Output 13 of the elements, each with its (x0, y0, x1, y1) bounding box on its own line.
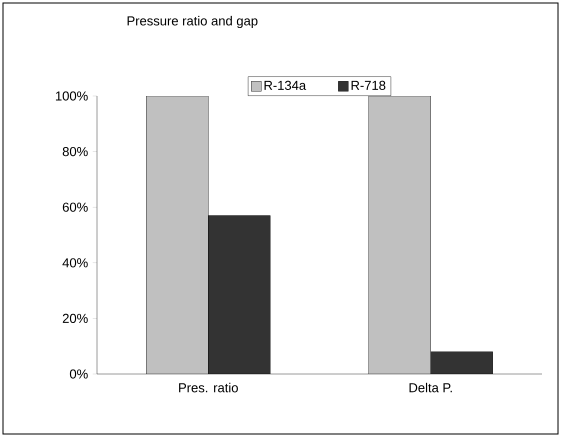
bar (430, 352, 493, 374)
bar (208, 216, 270, 374)
legend-label: R-134a (264, 80, 306, 90)
y-tick-label: 60% (62, 202, 88, 212)
x-tick-label: Pres. ratio (179, 382, 238, 392)
legend-label: R-718 (352, 80, 386, 90)
y-tick-label: 100% (56, 91, 88, 101)
y-tick-label: 20% (62, 314, 88, 323)
x-tick-label: Delta P. (410, 382, 452, 392)
chart-title: Pressure ratio and gap (128, 16, 258, 28)
y-tick-label: 0% (70, 369, 88, 379)
y-tick-label: 80% (62, 146, 88, 156)
y-tick-label: 40% (62, 258, 88, 268)
